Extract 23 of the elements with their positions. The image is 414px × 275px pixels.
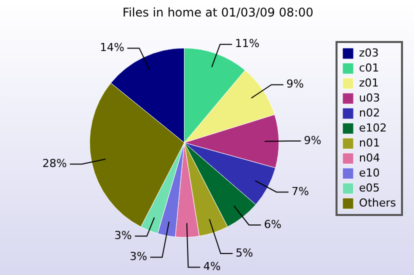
data-label: 5% (236, 246, 254, 260)
data-label: 7% (292, 184, 309, 198)
data-label: 9% (286, 78, 304, 91)
data-label: 6% (264, 218, 282, 231)
legend-label: e102 (359, 121, 387, 134)
chart-title: Files in home at 01/03/09 08:00 (122, 5, 314, 20)
legend-label: Others (359, 196, 396, 210)
legend-label: n02 (359, 106, 380, 120)
legend-label: c01 (359, 61, 380, 74)
legend-label: z03 (359, 46, 379, 60)
data-label: 14% (100, 41, 124, 54)
legend-label: u03 (359, 91, 380, 104)
data-label: 4% (203, 260, 221, 274)
data-label: 3% (130, 250, 148, 264)
data-label: 11% (235, 37, 260, 50)
data-label: 28% (42, 156, 67, 170)
data-label: 3% (114, 228, 132, 242)
data-label: 9% (304, 134, 322, 147)
legend-label: e05 (359, 181, 380, 194)
legend-label: e10 (359, 166, 380, 180)
legend-label: n04 (359, 151, 380, 164)
legend-label: n01 (359, 136, 380, 150)
legend-label: z01 (359, 76, 379, 90)
